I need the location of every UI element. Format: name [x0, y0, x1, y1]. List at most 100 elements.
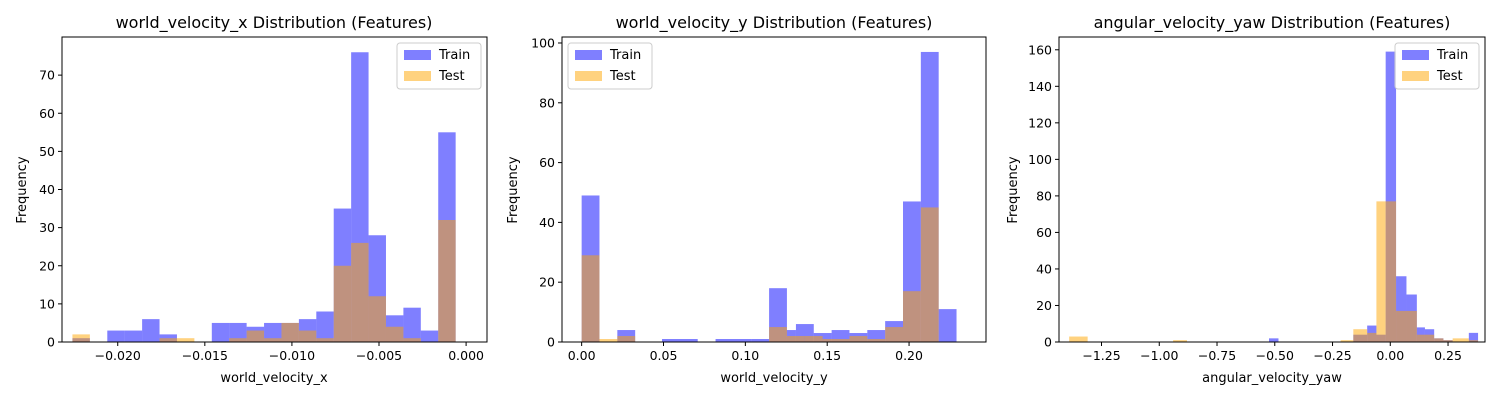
y-tick-label: 40 [39, 182, 55, 197]
bar-test-5 [1376, 201, 1386, 342]
x-tick-label: 0.15 [813, 348, 841, 363]
ticks-layer: 0.00 0.05 0.10 0.15 0.20 0 20 40 60 80 100 [531, 35, 923, 363]
y-tick-label: 0 [1044, 335, 1052, 350]
bar-test-0 [1069, 336, 1088, 342]
y-tick-label: 80 [1036, 188, 1052, 203]
bar-train-4 [751, 339, 770, 342]
y-tick-label: 20 [1036, 298, 1052, 313]
bar-train-9 [831, 330, 850, 342]
x-tick-label: −0.015 [182, 348, 228, 363]
x-tick-label: 0.25 [1434, 348, 1462, 363]
bar-train-3 [124, 330, 143, 342]
bar-test-8 [1406, 310, 1417, 342]
bar-test-3 [1353, 329, 1368, 342]
bar-train-4 [1385, 51, 1397, 343]
legend-swatch-test [1402, 71, 1429, 81]
bar-test-5 [804, 336, 823, 342]
panel-world-velocity-y: world_velocity_y Distribution (Features)… [506, 13, 987, 386]
bar-test-2 [229, 338, 247, 342]
bar-train-11 [264, 322, 282, 342]
bar-test-11 [920, 207, 939, 342]
bar-test-6 [822, 339, 850, 342]
bar-test-10 [1424, 334, 1435, 342]
bar-test-14 [1468, 340, 1479, 342]
x-tick-label: 0.00 [1376, 348, 1404, 363]
legend-label-train: Train [438, 48, 470, 63]
legend-label-test: Test [609, 69, 636, 84]
bar-test-7 [849, 336, 868, 342]
ticks-layer: −1.25 −1.00 −0.75 −0.50 −0.25 0.00 0.25 0 20 40 60… [1028, 42, 1462, 363]
x-tick-label: 0.10 [731, 348, 759, 363]
bar-test-6 [298, 330, 317, 342]
bar-train-2 [107, 330, 125, 342]
bar-test-10 [903, 291, 921, 342]
legend: Train Test [396, 42, 482, 90]
bar-test-8 [333, 265, 352, 342]
y-tick-label: 10 [39, 296, 55, 311]
x-axis-label: world_velocity_x [220, 371, 328, 386]
y-tick-label: 30 [39, 220, 55, 235]
bar-train-5 [1396, 276, 1407, 342]
y-tick-label: 100 [1028, 152, 1052, 167]
x-tick-label: −0.020 [95, 348, 141, 363]
y-tick-label: 20 [539, 275, 555, 290]
bar-test-4 [786, 336, 805, 342]
legend-swatch-test [404, 71, 431, 81]
bar-train-19 [403, 307, 421, 342]
bar-test-4 [1367, 332, 1377, 342]
legend-label-test: Test [1436, 69, 1463, 84]
bar-test-5 [281, 322, 299, 342]
bar-test-10 [368, 296, 386, 342]
bar-test-0 [581, 255, 600, 342]
y-tick-label: 70 [39, 68, 55, 83]
bar-train-14 [316, 311, 334, 342]
bars-layer [581, 51, 957, 342]
axes-frame [1058, 36, 1486, 343]
bar-train-11 [867, 330, 886, 342]
y-tick-label: 80 [539, 95, 555, 110]
bar-test-12 [403, 338, 421, 342]
bar-test-7 [316, 338, 334, 342]
bar-test-9 [885, 327, 903, 342]
y-tick-label: 60 [39, 106, 55, 121]
bar-test-3 [246, 330, 265, 342]
bar-test-6 [1385, 201, 1397, 342]
y-tick-label: 0 [47, 335, 55, 350]
panel-world-velocity-x: world_velocity_x Distribution (Features)… [15, 13, 488, 386]
bar-train-8 [813, 333, 832, 342]
y-tick-label: 60 [539, 155, 555, 170]
bar-test-11 [385, 326, 404, 342]
bar-train-3 [715, 339, 752, 342]
y-tick-label: 0 [547, 335, 555, 350]
x-tick-label: −0.25 [1313, 348, 1351, 363]
bars-layer [72, 52, 456, 343]
y-tick-label: 120 [1028, 115, 1052, 130]
bar-test-9 [1416, 334, 1425, 342]
chart-title: world_velocity_y Distribution (Features) [616, 13, 933, 33]
y-tick-label: 60 [1036, 225, 1052, 240]
bar-train-20 [420, 330, 439, 342]
axes-frame [561, 36, 987, 343]
bar-test-1 [599, 339, 618, 342]
y-tick-label: 40 [1036, 261, 1052, 276]
bar-test-13 [1452, 338, 1469, 342]
bar-test-11 [1434, 338, 1444, 342]
x-tick-label: −0.010 [269, 348, 315, 363]
bar-test-1 [159, 338, 195, 342]
ticks-layer: −0.020 −0.015 −0.010 −0.005 0.000 0 10 20 30 40 50… [39, 68, 484, 363]
bar-train-0 [1269, 338, 1279, 342]
legend: Train Test [1394, 42, 1480, 90]
y-tick-label: 100 [531, 35, 555, 50]
legend-swatch-test [575, 71, 602, 81]
legend-swatch-train [1402, 50, 1429, 60]
y-tick-label: 160 [1028, 42, 1052, 57]
y-tick-label: 20 [39, 258, 55, 273]
bar-train-2 [662, 339, 698, 342]
x-tick-label: −0.005 [356, 348, 402, 363]
y-tick-label: 140 [1028, 79, 1052, 94]
bar-test-2 [617, 336, 636, 342]
legend-swatch-train [575, 50, 602, 60]
chart-title: angular_velocity_yaw Distribution (Featu… [1094, 13, 1451, 33]
legend-label-train: Train [1436, 48, 1468, 63]
